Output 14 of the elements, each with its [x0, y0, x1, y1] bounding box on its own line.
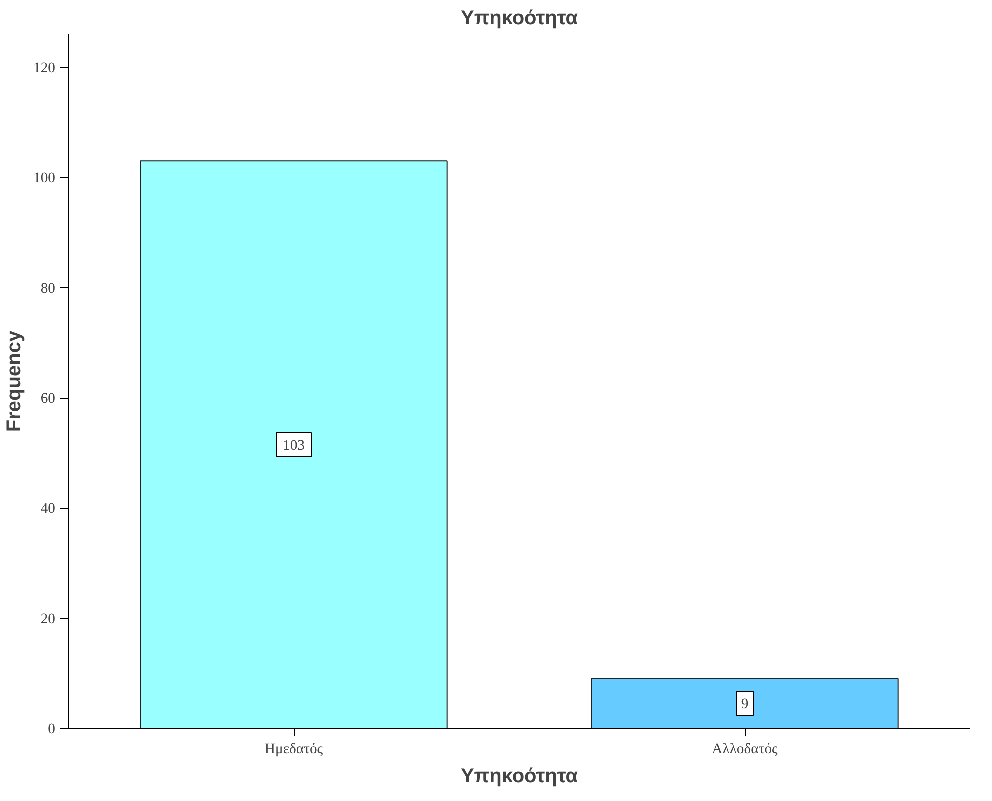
- y-tick-label: 80: [40, 280, 56, 297]
- y-tick-label: 120: [34, 60, 56, 77]
- x-tick-label: Αλλοδατός: [712, 742, 778, 758]
- data-label: 9: [741, 696, 749, 713]
- chart-title: Υπηκοότητα: [460, 8, 579, 30]
- y-tick-label: 100: [34, 170, 56, 187]
- x-axis-title: Υπηκοότητα: [460, 766, 579, 788]
- y-tick-label: 0: [48, 722, 56, 738]
- x-tick-label: Ημεδατός: [264, 742, 324, 758]
- data-label: 103: [283, 438, 305, 454]
- y-tick-label: 20: [40, 611, 56, 628]
- y-tick-label: 60: [40, 391, 56, 408]
- y-tick-label: 40: [40, 501, 56, 518]
- y-axis-title: Frequency: [4, 330, 26, 432]
